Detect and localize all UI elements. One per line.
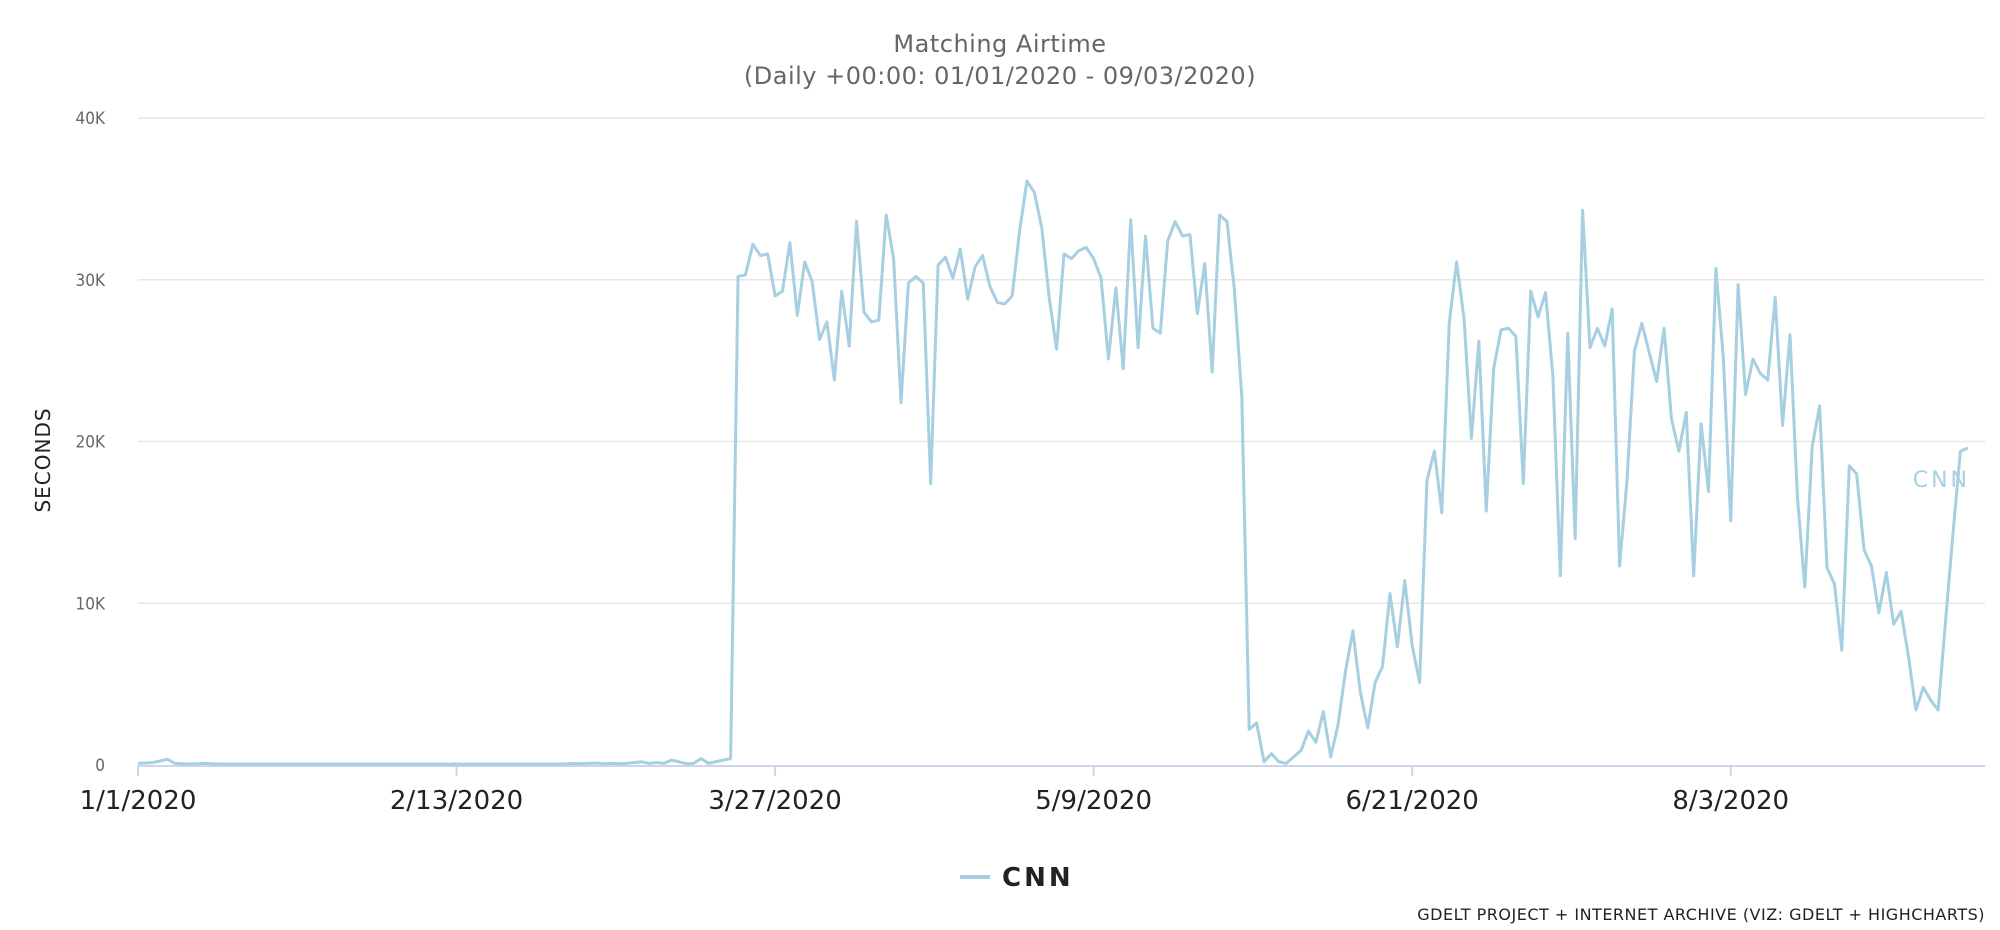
chart-title: Matching Airtime [893,30,1106,58]
y-axis-label: SECONDS [31,407,55,512]
x-axis-ticks: 1/1/2020 2/13/2020 3/27/2020 5/9/2020 6/21/2… [80,766,1789,816]
chart-credit[interactable]: GDELT PROJECT + INTERNET ARCHIVE (VIZ: G… [1417,905,1985,924]
x-tick-label: 2/13/2020 [390,786,523,816]
x-tick-label: 6/21/2020 [1346,786,1479,816]
series-line-cnn[interactable] [137,179,1969,766]
x-tick-label: 3/27/2020 [708,786,841,816]
legend-label-cnn[interactable]: CNN [1002,863,1074,893]
x-tick-label: 5/9/2020 [1035,786,1152,816]
y-tick-label: 40K [76,109,106,129]
y-tick-label: 30K [76,271,106,291]
legend[interactable]: CNN [960,863,1074,893]
grid-lines [138,117,1985,604]
chart-subtitle: (Daily +00:00: 01/01/2020 - 09/03/2020) [744,62,1256,90]
y-tick-label: 20K [76,433,106,453]
x-tick-label: 8/3/2020 [1672,786,1789,816]
y-tick-label: 10K [76,594,106,614]
y-axis-ticks: 0 10K 20K 30K 40K [76,109,106,776]
x-tick-label: 1/1/2020 [80,786,197,816]
series-group: CNN [137,179,1970,766]
y-tick-label: 0 [95,756,105,776]
series-end-label-cnn: CNN [1913,468,1970,493]
